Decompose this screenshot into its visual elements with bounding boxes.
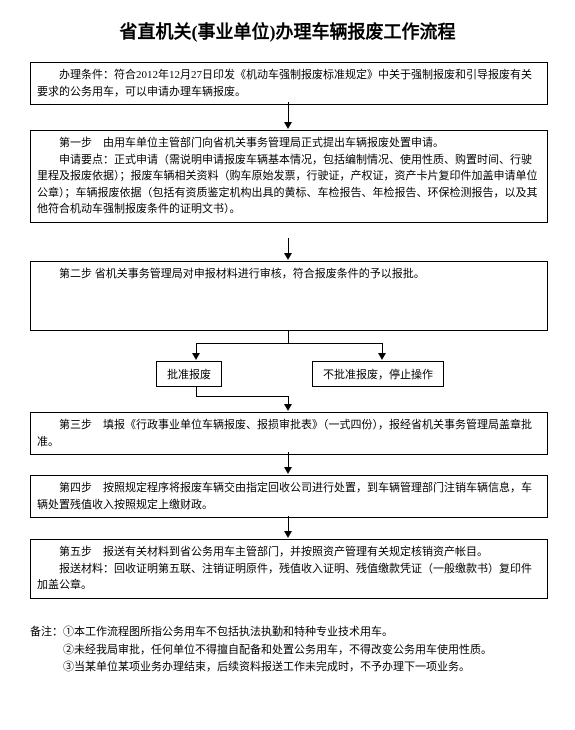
arrow-head bbox=[284, 253, 292, 260]
arrow-head bbox=[284, 467, 292, 474]
box-reject: 不批准报废，停止操作 bbox=[312, 361, 444, 387]
arrow-head bbox=[284, 531, 292, 538]
arrow-head bbox=[378, 353, 386, 360]
box-step5: 第五步 报送有关材料到省公务用车主管部门，并按照资产管理有关规定核销资产帐目。 … bbox=[30, 539, 548, 599]
box-approve: 批准报废 bbox=[156, 361, 222, 387]
note-3: ③当某单位某项业务办理结束，后续资料报送工作未完成时，不予办理下一项业务。 bbox=[30, 659, 548, 677]
note-2: ②未经我局审批，任何单位不得擅自配备和处置公务用车，不得改变公务用车使用性质。 bbox=[30, 642, 548, 660]
note-1: 备注：①本工作流程图所指公务用车不包括执法执勤和特种专业技术用车。 bbox=[30, 624, 548, 642]
box-step3: 第三步 填报《行政事业单位车辆报废、报损审批表》（一式四份），报经省机关事务管理… bbox=[30, 412, 548, 455]
page-title: 省直机关(事业单位)办理车辆报废工作流程 bbox=[0, 0, 575, 52]
connector bbox=[196, 396, 288, 397]
connector bbox=[288, 331, 289, 343]
arrow-head bbox=[284, 404, 292, 411]
connector bbox=[196, 343, 382, 344]
box-step2: 第二步 省机关事务管理局对申报材料进行审核，符合报废条件的予以报批。 bbox=[30, 261, 548, 331]
box-step1: 第一步 由用车单位主管部门向省机关事务管理局正式提出车辆报废处置申请。 申请要点… bbox=[30, 130, 548, 223]
box-step4: 第四步 按照规定程序将报废车辆交由指定回收公司进行处置，到车辆管理部门注销车辆信… bbox=[30, 475, 548, 518]
notes: 备注：①本工作流程图所指公务用车不包括执法执勤和特种专业技术用车。 ②未经我局审… bbox=[30, 624, 548, 677]
connector bbox=[196, 386, 197, 396]
box-condition: 办理条件：符合2012年12月27日印发《机动车强制报废标准规定》中关于强制报废… bbox=[30, 62, 548, 105]
arrow bbox=[288, 102, 289, 124]
arrow-head bbox=[284, 122, 292, 129]
arrow-head bbox=[192, 353, 200, 360]
